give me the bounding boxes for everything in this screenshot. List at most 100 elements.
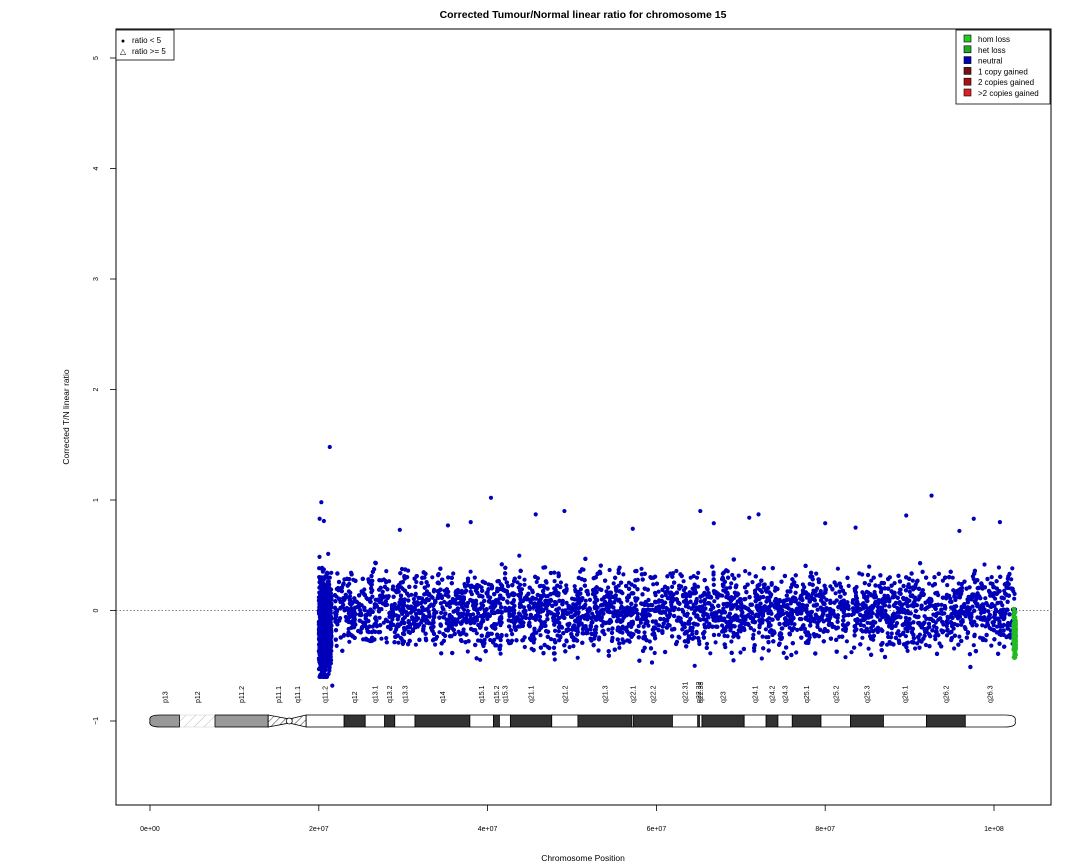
data-point xyxy=(390,617,395,622)
data-point xyxy=(766,648,771,653)
data-point xyxy=(837,634,842,639)
data-point xyxy=(736,573,741,578)
data-point xyxy=(606,649,611,654)
data-point xyxy=(950,575,955,580)
data-point xyxy=(688,575,693,580)
data-point xyxy=(567,645,572,650)
data-point xyxy=(985,620,990,626)
data-point xyxy=(499,605,504,610)
data-point xyxy=(686,639,691,645)
data-point xyxy=(430,575,435,580)
data-point xyxy=(472,575,477,580)
data-point xyxy=(731,658,736,663)
data-point xyxy=(656,589,661,594)
data-point xyxy=(681,579,686,584)
data-point xyxy=(399,566,405,572)
data-point xyxy=(518,582,523,587)
data-point xyxy=(621,639,626,645)
data-point xyxy=(905,640,911,645)
data-point xyxy=(945,614,950,619)
data-point xyxy=(558,580,564,585)
data-point xyxy=(572,584,577,589)
data-point xyxy=(617,645,622,650)
data-point xyxy=(583,598,588,603)
data-point xyxy=(720,571,725,576)
data-point xyxy=(561,631,566,636)
data-point xyxy=(516,611,522,616)
data-point xyxy=(849,650,854,655)
data-point xyxy=(642,630,647,635)
data-point xyxy=(597,635,602,640)
data-point xyxy=(807,635,812,640)
y-axis-label: Corrected T/N linear ratio xyxy=(61,369,71,465)
data-point xyxy=(769,592,774,597)
data-point xyxy=(334,643,339,649)
data-point xyxy=(752,628,757,633)
data-point xyxy=(548,637,554,642)
data-point xyxy=(379,636,384,641)
data-point xyxy=(660,594,665,599)
data-point xyxy=(799,617,804,622)
data-point xyxy=(795,627,800,633)
y-tick-label: −1 xyxy=(93,717,100,725)
data-point xyxy=(575,655,580,660)
data-point xyxy=(635,611,640,616)
data-point xyxy=(377,615,382,620)
data-point xyxy=(488,595,493,600)
data-point xyxy=(971,576,976,582)
data-point xyxy=(945,583,950,588)
data-point xyxy=(994,586,1000,591)
data-point xyxy=(711,582,716,588)
data-point xyxy=(571,602,576,607)
data-point xyxy=(865,620,870,625)
data-point xyxy=(375,597,380,603)
y-tick-label: 4 xyxy=(93,166,100,170)
data-point xyxy=(450,596,455,602)
data-point xyxy=(456,611,461,616)
data-point xyxy=(578,587,584,592)
x-axis: 0e+00 2e+07 4e+07 6e+07 8e+07 1e+08 xyxy=(140,804,1004,833)
data-point xyxy=(898,615,903,620)
data-point xyxy=(1004,635,1009,640)
data-point xyxy=(651,582,656,587)
data-point xyxy=(813,588,818,594)
data-point xyxy=(543,594,549,599)
data-point xyxy=(465,649,470,654)
data-point xyxy=(384,636,389,641)
data-point xyxy=(756,630,762,635)
data-point xyxy=(617,565,622,570)
data-point xyxy=(683,597,689,603)
data-point xyxy=(903,634,909,639)
data-point xyxy=(952,646,957,651)
y-tick-label: 1 xyxy=(93,498,100,502)
data-point xyxy=(877,618,883,623)
data-point xyxy=(689,606,694,611)
data-point xyxy=(515,580,520,585)
data-point xyxy=(369,590,374,595)
data-point xyxy=(949,599,954,605)
data-point xyxy=(522,582,527,587)
data-point xyxy=(833,591,838,596)
y-tick-label: 0 xyxy=(93,608,100,612)
data-point xyxy=(498,651,503,656)
data-point xyxy=(866,646,871,651)
data-point xyxy=(475,638,481,643)
data-point xyxy=(505,599,510,604)
data-point xyxy=(537,584,543,589)
series-neutral xyxy=(316,444,1017,688)
data-point xyxy=(711,570,716,575)
data-point xyxy=(488,637,493,643)
data-point xyxy=(690,632,695,637)
data-point xyxy=(641,624,646,629)
data-point xyxy=(743,569,748,574)
data-point xyxy=(907,589,912,595)
data-point xyxy=(392,630,397,635)
data-point xyxy=(860,635,865,640)
data-point xyxy=(381,620,386,625)
data-point xyxy=(980,623,985,628)
data-point xyxy=(396,640,401,645)
data-point xyxy=(606,627,611,632)
data-point xyxy=(509,632,515,637)
data-point xyxy=(781,650,786,656)
